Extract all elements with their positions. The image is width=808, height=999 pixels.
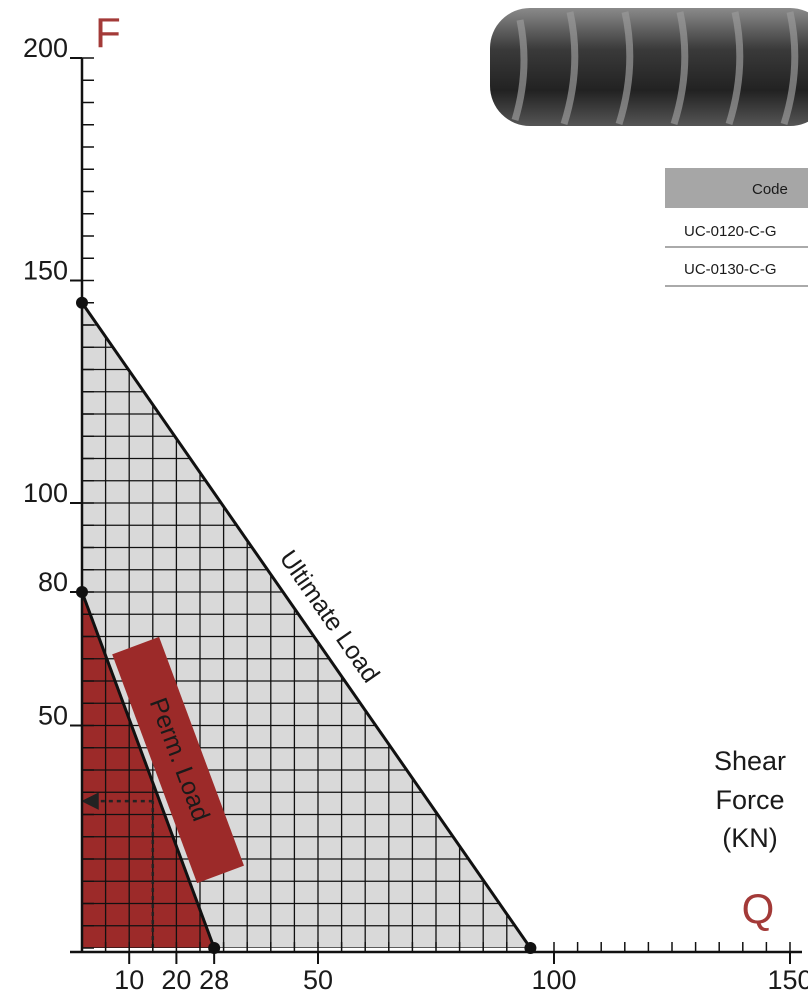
y-tick-label: 50: [38, 701, 68, 731]
code-table: Code UC-0120-C-G UC-0130-C-G: [665, 168, 808, 287]
series-line: [80, 301, 532, 949]
y-axis-label: F: [95, 9, 121, 56]
x-tick-label: 28: [199, 965, 229, 995]
table-header: Code: [752, 181, 788, 198]
y-tick-label: 150: [23, 256, 68, 286]
series-line: [80, 591, 216, 949]
rebar-image: [490, 8, 808, 126]
table-header-bg: [665, 168, 808, 208]
x-tick-label: 20: [161, 965, 191, 995]
x-tick-label: 100: [531, 965, 576, 995]
x-tick-label: 150: [767, 965, 808, 995]
x-tick-label: 10: [114, 965, 144, 995]
table-cell: UC-0120-C-G: [684, 223, 777, 240]
x-unit-label: Shear: [714, 746, 786, 776]
y-tick-label: 80: [38, 567, 68, 597]
y-tick-label: 100: [23, 478, 68, 508]
x-unit-label: (KN): [722, 823, 778, 853]
y-tick-label: 200: [23, 33, 68, 63]
legend-box: [112, 636, 244, 884]
x-tick-label: 50: [303, 965, 333, 995]
x-axis-label: Q: [742, 885, 775, 932]
x-unit-label: Force: [715, 785, 784, 815]
table-cell: UC-0130-C-G: [684, 261, 777, 278]
